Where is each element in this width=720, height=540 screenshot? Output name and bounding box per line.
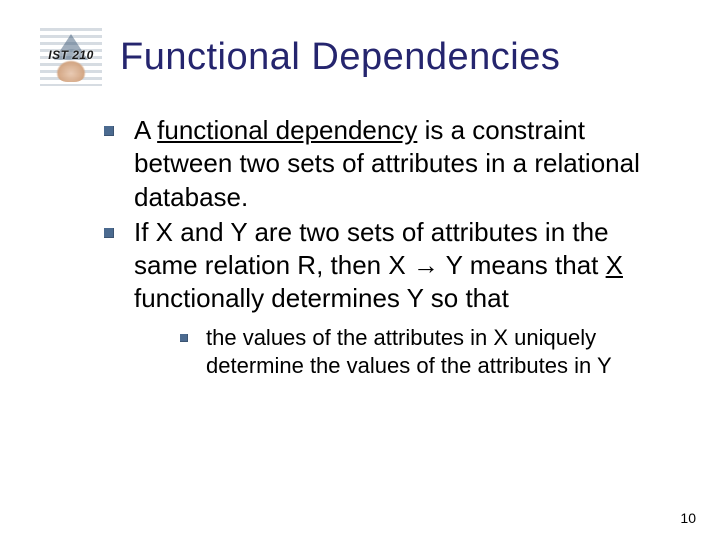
course-label: IST 210: [42, 48, 100, 62]
bullet-2-mid: Y means that: [439, 250, 606, 280]
bullet-2-x: X: [606, 250, 623, 280]
bullet-2-post: functionally determines Y so that: [134, 283, 509, 313]
sub-bullet-list: the values of the attributes in X unique…: [176, 324, 650, 380]
bullet-1: A functional dependency is a constraint …: [100, 114, 650, 214]
sub-bullet-1: the values of the attributes in X unique…: [176, 324, 650, 380]
bullet-2: If X and Y are two sets of attributes in…: [100, 216, 650, 380]
bullet-1-term: functional dependency: [157, 115, 417, 145]
slide-title: Functional Dependencies: [120, 36, 560, 79]
bullet-list: A functional dependency is a constraint …: [100, 114, 650, 380]
logo-hand-icon: [56, 60, 86, 82]
header: IST 210 Functional Dependencies: [40, 28, 680, 86]
arrow-icon: →: [413, 250, 439, 280]
course-logo: IST 210: [40, 28, 102, 86]
slide-body: A functional dependency is a constraint …: [40, 114, 680, 380]
slide: IST 210 Functional Dependencies A functi…: [0, 0, 720, 540]
page-number: 10: [680, 510, 696, 526]
bullet-1-pre: A: [134, 115, 157, 145]
